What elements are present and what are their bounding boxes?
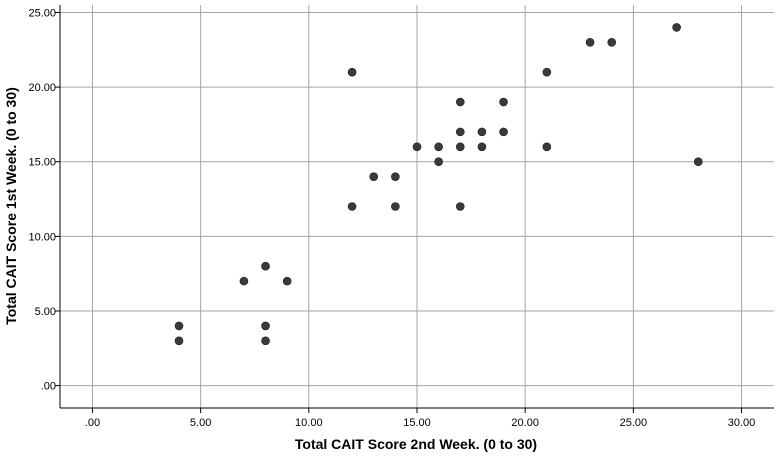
x-tick-label: 20.00 [511,417,539,429]
data-point [261,261,270,271]
data-points [174,23,703,346]
data-point [607,38,617,47]
data-point [477,142,487,152]
data-point [477,127,487,137]
y-tick-label: 25.00 [28,7,56,19]
data-point [499,97,508,107]
y-tick-labels: .00 5.00 10.00 15.00 20.00 25.00 [28,7,56,392]
y-tick-label: .00 [41,381,56,393]
x-tick-label: 10.00 [295,417,323,429]
data-point [391,202,400,211]
data-point [455,142,465,152]
y-tick-label: 10.00 [28,231,56,243]
y-axis-title: Total CAIT Score 1st Week. (0 to 30) [3,87,19,325]
data-point [239,276,249,286]
x-axis-title: Total CAIT Score 2nd Week. (0 to 30) [295,436,537,452]
x-tick-label: 15.00 [403,417,431,429]
data-point [585,38,595,47]
y-tick-label: 15.00 [28,157,56,169]
data-point [455,202,465,211]
data-point [542,67,552,77]
x-tick-labels: .00 5.00 10.00 15.00 20.00 25.00 30.00 [85,417,756,429]
data-point [455,97,465,107]
y-tick-label: 20.00 [28,82,56,94]
data-point [261,321,270,331]
data-point [693,157,703,167]
data-point [391,172,400,181]
data-point [672,23,681,32]
data-point [261,336,270,346]
y-tick-label: 5.00 [35,306,56,318]
data-point [174,321,184,331]
data-point [455,127,465,137]
data-point [347,202,357,211]
data-point [174,336,184,346]
axes [55,5,774,413]
x-tick-label: 30.00 [728,417,756,429]
x-tick-label: 25.00 [620,417,648,429]
data-point [499,127,508,137]
data-point [412,142,422,152]
x-tick-label: 5.00 [190,417,211,429]
data-point [434,157,443,167]
x-tick-label: .00 [85,417,100,429]
data-point [542,142,552,152]
data-point [434,142,443,152]
data-point [369,172,379,181]
data-point [282,276,292,286]
data-point [347,67,357,77]
gridlines [60,5,774,408]
